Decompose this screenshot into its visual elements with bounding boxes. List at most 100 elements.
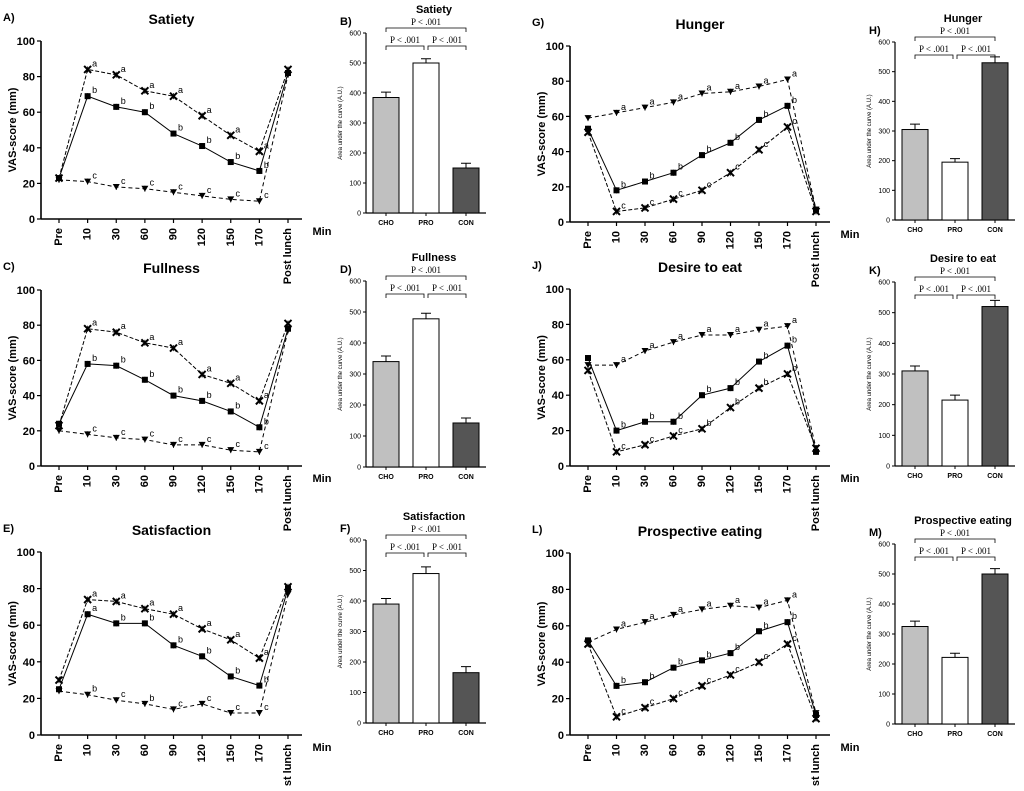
panel-label: G) — [532, 17, 545, 29]
bracket-cho-con — [914, 36, 996, 41]
p-value-label: P < .001 — [961, 546, 991, 556]
error-bar — [910, 123, 920, 130]
p-value-label: P < .001 — [919, 44, 949, 54]
significance-letter: a — [92, 589, 97, 599]
significance-letter: b — [649, 171, 654, 181]
p-value-label: P < .001 — [411, 265, 441, 275]
significance-letter: b — [763, 377, 768, 387]
chart-title: Hunger — [944, 13, 983, 25]
data-point-pro — [112, 70, 121, 80]
data-point-pro — [811, 207, 821, 216]
y-tick-label: 600 — [878, 280, 890, 287]
data-point-cho — [670, 664, 677, 671]
significance-letter: a — [649, 611, 654, 621]
significance-letter: c — [650, 697, 655, 707]
data-point-con — [55, 427, 63, 434]
significance-letter: b — [792, 363, 797, 373]
data-point-con — [141, 436, 149, 443]
y-tick-label: 400 — [349, 341, 361, 348]
y-tick-label: 500 — [349, 61, 361, 68]
significance-letter: a — [121, 64, 126, 74]
x-tick-label: Post lunch — [810, 475, 822, 532]
data-point-pro — [754, 657, 764, 667]
bracket-cho-con — [385, 27, 467, 32]
y-tick-label: 300 — [878, 129, 890, 136]
p-value-label: P < .001 — [961, 284, 991, 294]
data-point-con — [255, 198, 263, 205]
y-tick-label: 60 — [23, 107, 35, 119]
x-tick-label: 150 — [225, 744, 237, 762]
y-tick-label: 400 — [878, 99, 890, 106]
significance-letter: c — [678, 425, 683, 435]
bracket-cho-pro — [914, 294, 954, 299]
x-axis-unit: Min — [841, 742, 860, 754]
significance-letter: a — [121, 590, 126, 600]
y-tick-label: 0 — [29, 214, 35, 226]
data-point-con — [84, 691, 92, 698]
x-tick-label: CON — [987, 227, 1003, 234]
y-tick-label: 300 — [878, 632, 890, 639]
bar-con — [452, 422, 480, 468]
bar-panel-desire-to-eat: 0 100 200 300 400 500 600 Area under the curve … — [867, 253, 1015, 480]
significance-letter: a — [706, 324, 711, 334]
data-point-cho — [784, 619, 791, 626]
x-tick-label: 170 — [253, 228, 265, 246]
y-axis-label: VAS-score (mm) — [7, 335, 19, 420]
y-tick-label: 400 — [878, 341, 890, 348]
significance-letter: b — [678, 411, 683, 421]
data-point-con — [170, 706, 177, 713]
data-point-cho — [170, 642, 177, 649]
y-tick-label: 80 — [23, 72, 35, 84]
p-value-label: P < .001 — [390, 542, 420, 552]
series-line-pro — [58, 323, 289, 426]
y-tick-label: 40 — [552, 147, 564, 159]
p-value-label: P < .001 — [919, 546, 949, 556]
data-point-cho — [585, 637, 591, 644]
significance-letter: b — [706, 418, 711, 428]
data-point-pro — [140, 604, 150, 613]
data-point-con — [227, 196, 235, 203]
data-point-pro — [226, 635, 235, 645]
data-point-pro — [583, 128, 593, 137]
data-point-pro — [83, 324, 92, 333]
x-tick-label: Pre — [53, 228, 65, 246]
significance-letter: c — [621, 200, 626, 210]
y-tick-label: 100 — [546, 548, 564, 560]
x-tick-label: Post lunch — [810, 231, 822, 288]
significance-letter: c — [178, 698, 183, 708]
bracket-pro-con — [427, 552, 467, 557]
data-point-con — [170, 189, 177, 196]
y-tick-label: 100 — [878, 188, 890, 195]
y-axis-label: Area under the curve (A.U.) — [867, 597, 873, 670]
x-tick-label: 60 — [668, 744, 680, 756]
x-tick-label: 90 — [696, 231, 708, 243]
x-tick-label: 120 — [725, 475, 737, 493]
significance-letter: c — [621, 706, 626, 716]
significance-letter: a — [649, 97, 654, 107]
significance-letter: a — [706, 83, 711, 93]
significance-letter: b — [621, 179, 626, 189]
significance-letter: b — [207, 645, 212, 655]
significance-letter: a — [149, 598, 154, 608]
bar-cho — [901, 626, 929, 725]
data-point-con — [112, 183, 120, 190]
chart-title: Prospective eating — [638, 523, 763, 539]
data-point-pro — [697, 424, 707, 434]
significance-letter: a — [178, 603, 183, 613]
y-tick-label: 40 — [23, 143, 35, 155]
significance-letter: b — [792, 335, 797, 345]
x-axis-unit: Min — [841, 473, 860, 485]
y-tick-label: 0 — [558, 730, 564, 742]
significance-letter: b — [792, 611, 797, 621]
data-point-pro — [112, 328, 121, 337]
x-tick-label: 90 — [696, 744, 708, 756]
x-tick-label: 150 — [753, 744, 765, 762]
error-bar — [990, 568, 1000, 574]
line-panel-desire-to-eat: 0 20 40 60 80 100 Pre 10 30 60 90 120 150 170 Post lun… — [532, 259, 860, 531]
p-value-label: P < .001 — [411, 17, 441, 27]
data-point-pro — [669, 694, 678, 703]
y-axis-label: VAS-score (mm) — [7, 601, 19, 686]
y-tick-label: 600 — [878, 542, 890, 549]
y-axis-label: Area under the curve (A.U.) — [867, 94, 873, 167]
significance-letter: b — [649, 671, 654, 681]
